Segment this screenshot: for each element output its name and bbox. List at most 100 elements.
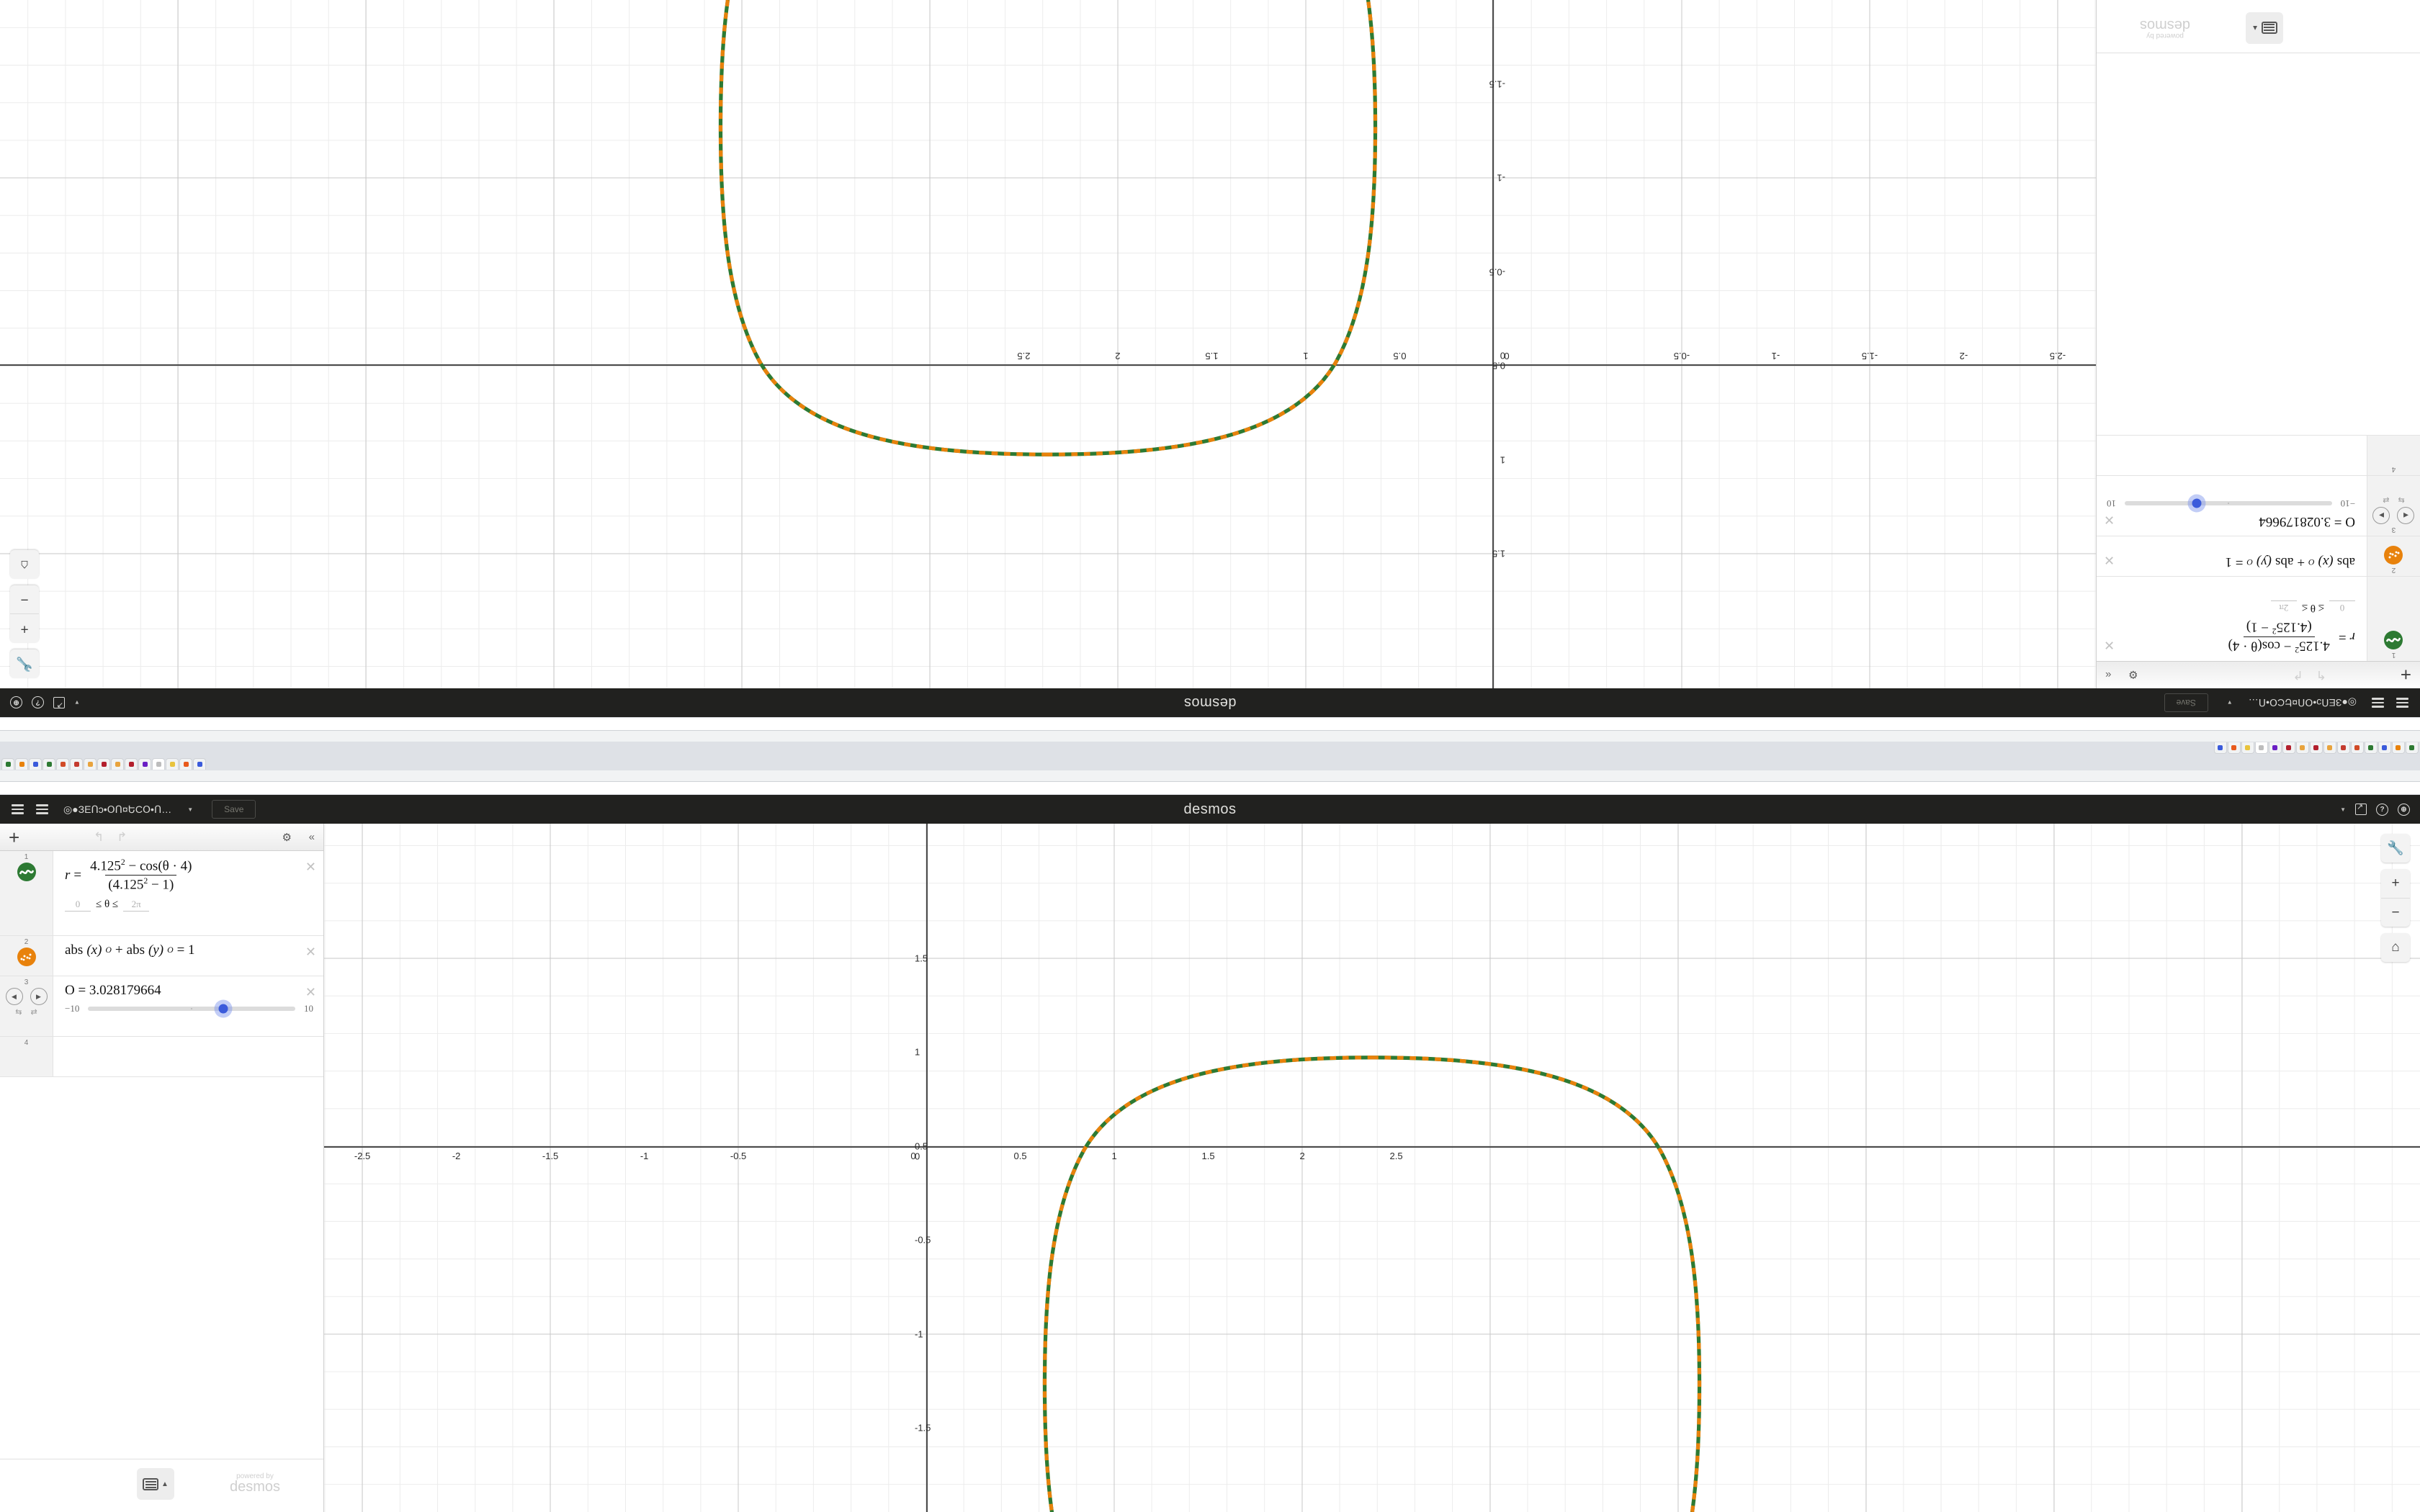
browser-tab[interactable]	[193, 758, 206, 770]
chevron-down-icon[interactable]: ▼	[187, 806, 194, 813]
row-content[interactable]	[53, 1037, 323, 1076]
browser-tab[interactable]	[2282, 742, 2295, 754]
home-group[interactable]: ⌂	[2381, 933, 2410, 962]
browser-tab[interactable]	[2241, 742, 2254, 754]
browser-tab[interactable]	[56, 758, 69, 770]
loop-alt-icon[interactable]: ⇄	[2383, 495, 2390, 504]
expression-row-empty[interactable]: 4	[0, 1037, 323, 1077]
browser-tab[interactable]	[84, 758, 97, 770]
row-content[interactable]: r = 4.1252 − cos(θ · 4) (4.1252	[2097, 577, 2367, 661]
close-x-icon[interactable]: ✕	[2104, 638, 2115, 652]
domain-upper-input[interactable]: 2π	[2270, 600, 2297, 614]
zoom-group[interactable]: + −	[2381, 869, 2410, 927]
redo-icon[interactable]: ↱	[2293, 668, 2303, 683]
close-x-icon[interactable]: ✕	[2104, 553, 2115, 567]
browser-tab[interactable]	[2269, 742, 2282, 754]
hamburger-menu-icon[interactable]	[10, 802, 24, 816]
header-right-group[interactable]: ▼ ? ⊕	[10, 696, 86, 709]
row-content[interactable]: abs (x) O + abs (y) O = 1 ✕	[53, 936, 323, 976]
close-x-icon[interactable]: ✕	[2104, 513, 2115, 527]
header-right-group[interactable]: ▼ ? ⊕	[2334, 802, 2410, 816]
language-globe-icon[interactable]: ⊕	[2398, 803, 2410, 816]
slider-playback-controls[interactable]: ◀ ▶	[5, 988, 48, 1005]
browser-tab[interactable]	[179, 758, 192, 770]
browser-tab[interactable]	[111, 758, 124, 770]
row-gutter[interactable]: 4	[2367, 436, 2420, 475]
keyboard-toggle-button[interactable]: ▲	[2246, 12, 2283, 44]
loop-icon[interactable]: ⇆	[2398, 495, 2405, 504]
graph-canvas[interactable]: -2.5 -2 -1.5 -1 -0.5 0 0.5 1 1.5 2 2.5 1…	[0, 0, 2096, 688]
close-x-icon[interactable]: ✕	[305, 860, 316, 874]
row-gutter[interactable]: 3 ◀ ▶ ⇆ ⇄	[2367, 476, 2420, 536]
slider[interactable]: −10 10	[2107, 498, 2355, 509]
close-x-icon[interactable]: ✕	[305, 945, 316, 959]
implicit-curve-icon[interactable]	[2384, 546, 2403, 564]
settings-group[interactable]: 🔧	[10, 649, 39, 678]
browser-tab[interactable]	[2351, 742, 2364, 754]
language-globe-icon[interactable]: ⊕	[10, 696, 22, 709]
help-icon[interactable]: ?	[32, 696, 44, 709]
loop-alt-icon[interactable]: ⇄	[30, 1008, 37, 1017]
browser-tab[interactable]	[2365, 742, 2378, 754]
domain-lower-input[interactable]: 0	[65, 899, 91, 912]
row-content[interactable]	[2097, 436, 2367, 475]
slider-track[interactable]	[2125, 498, 2332, 508]
domain-upper-input[interactable]: 2π	[123, 899, 150, 912]
implicit-curve-icon[interactable]	[17, 948, 36, 966]
graph-list-icon[interactable]	[2371, 696, 2385, 710]
slider-loop-controls[interactable]: ⇆ ⇄	[15, 1007, 37, 1017]
header-left-group[interactable]: ◎●ЗЕՈɔ•ՕՈ¤ԵСՕ•Ո… ▼ Save	[2164, 693, 2420, 712]
help-icon[interactable]: ?	[2376, 803, 2388, 816]
slider-min-label[interactable]: −10	[65, 1003, 80, 1014]
slider-playback-controls[interactable]: ◀ ▶	[2372, 507, 2415, 524]
browser-tab-active[interactable]	[152, 758, 165, 770]
browser-tab[interactable]	[125, 758, 138, 770]
browser-toolbar[interactable]: ← → ⟳ ⌂ 🔒 https://www.desmos.com/calcula…	[0, 716, 2420, 742]
browser-tab[interactable]	[15, 758, 28, 770]
loop-icon[interactable]: ⇆	[15, 1008, 22, 1017]
expression-row[interactable]: 3 ◀ ▶ ⇆ ⇄ O = 3.028	[0, 976, 323, 1037]
row-gutter[interactable]: 2	[0, 936, 53, 976]
bookmarks-bar[interactable]: 0.00 0.00 0.00 500 600 78 832 924 38	[0, 695, 2420, 730]
step-forward-icon[interactable]: ▶	[30, 988, 48, 1005]
undo-icon[interactable]: ↰	[2316, 668, 2326, 683]
slider-min-label[interactable]: −10	[2340, 498, 2355, 509]
browser-tab[interactable]	[42, 758, 55, 770]
hamburger-menu-icon[interactable]	[2396, 696, 2410, 710]
domain-bounds[interactable]: 0 ≤ θ ≤ 2π	[65, 899, 313, 912]
polar-curve-icon[interactable]	[17, 863, 36, 881]
slider-thumb[interactable]	[2192, 498, 2202, 508]
zoom-out-icon[interactable]: −	[2381, 898, 2410, 927]
zoom-group[interactable]: + −	[10, 585, 39, 643]
save-button[interactable]: Save	[2164, 693, 2208, 712]
tab-list[interactable]	[1, 757, 206, 770]
step-back-icon[interactable]: ◀	[2397, 507, 2415, 524]
row-content[interactable]: abs (x) O + abs (y) O = 1 ✕	[2097, 536, 2367, 576]
expression-toolbar[interactable]: + ↰ ↱ ⚙ «	[0, 824, 323, 851]
slider-loop-controls[interactable]: ⇆ ⇄	[2383, 495, 2404, 505]
row-content[interactable]: r = 4.1252 − cos(θ · 4) (4.1252	[53, 851, 323, 935]
zoom-out-icon[interactable]: −	[10, 585, 39, 614]
graph-title[interactable]: ◎●ЗЕՈɔ•ՕՈ¤ԵСՕ•Ո…	[2248, 697, 2357, 709]
tab-list[interactable]	[2214, 742, 2419, 755]
expression-row[interactable]: 3 ◀ ▶ ⇆ ⇄ O = 3.028	[2097, 475, 2420, 536]
slider-max-label[interactable]: 10	[2107, 498, 2116, 509]
home-group[interactable]: ⌂	[10, 550, 39, 579]
keyboard-toggle-button[interactable]: ▲	[137, 1468, 174, 1500]
zoom-in-icon[interactable]: +	[20, 621, 29, 636]
browser-tab[interactable]	[2392, 742, 2405, 754]
expression-row[interactable]: 1 r = 4.1252	[0, 851, 323, 936]
row-content[interactable]: O = 3.028179664 −10 10 ✕	[2097, 476, 2367, 536]
bookmarks-bar[interactable]: 0.00 0.00 0.00 500 600 78 832 924 38	[0, 782, 2420, 817]
graph-tools[interactable]: 🔧 + − ⌂	[2381, 834, 2410, 962]
gear-icon[interactable]: ⚙	[2128, 668, 2138, 681]
row-gutter[interactable]: 1	[0, 851, 53, 935]
step-forward-icon[interactable]: ▶	[2372, 507, 2390, 524]
row-gutter[interactable]: 2	[2367, 536, 2420, 576]
add-expression-button[interactable]: +	[2400, 664, 2411, 686]
row-gutter[interactable]: 3 ◀ ▶ ⇆ ⇄	[0, 976, 53, 1036]
expression-row[interactable]: 2 abs (x) O	[2097, 536, 2420, 576]
chevron-down-icon[interactable]: ▼	[74, 699, 80, 706]
browser-tab[interactable]	[29, 758, 42, 770]
browser-tab[interactable]	[2337, 742, 2350, 754]
